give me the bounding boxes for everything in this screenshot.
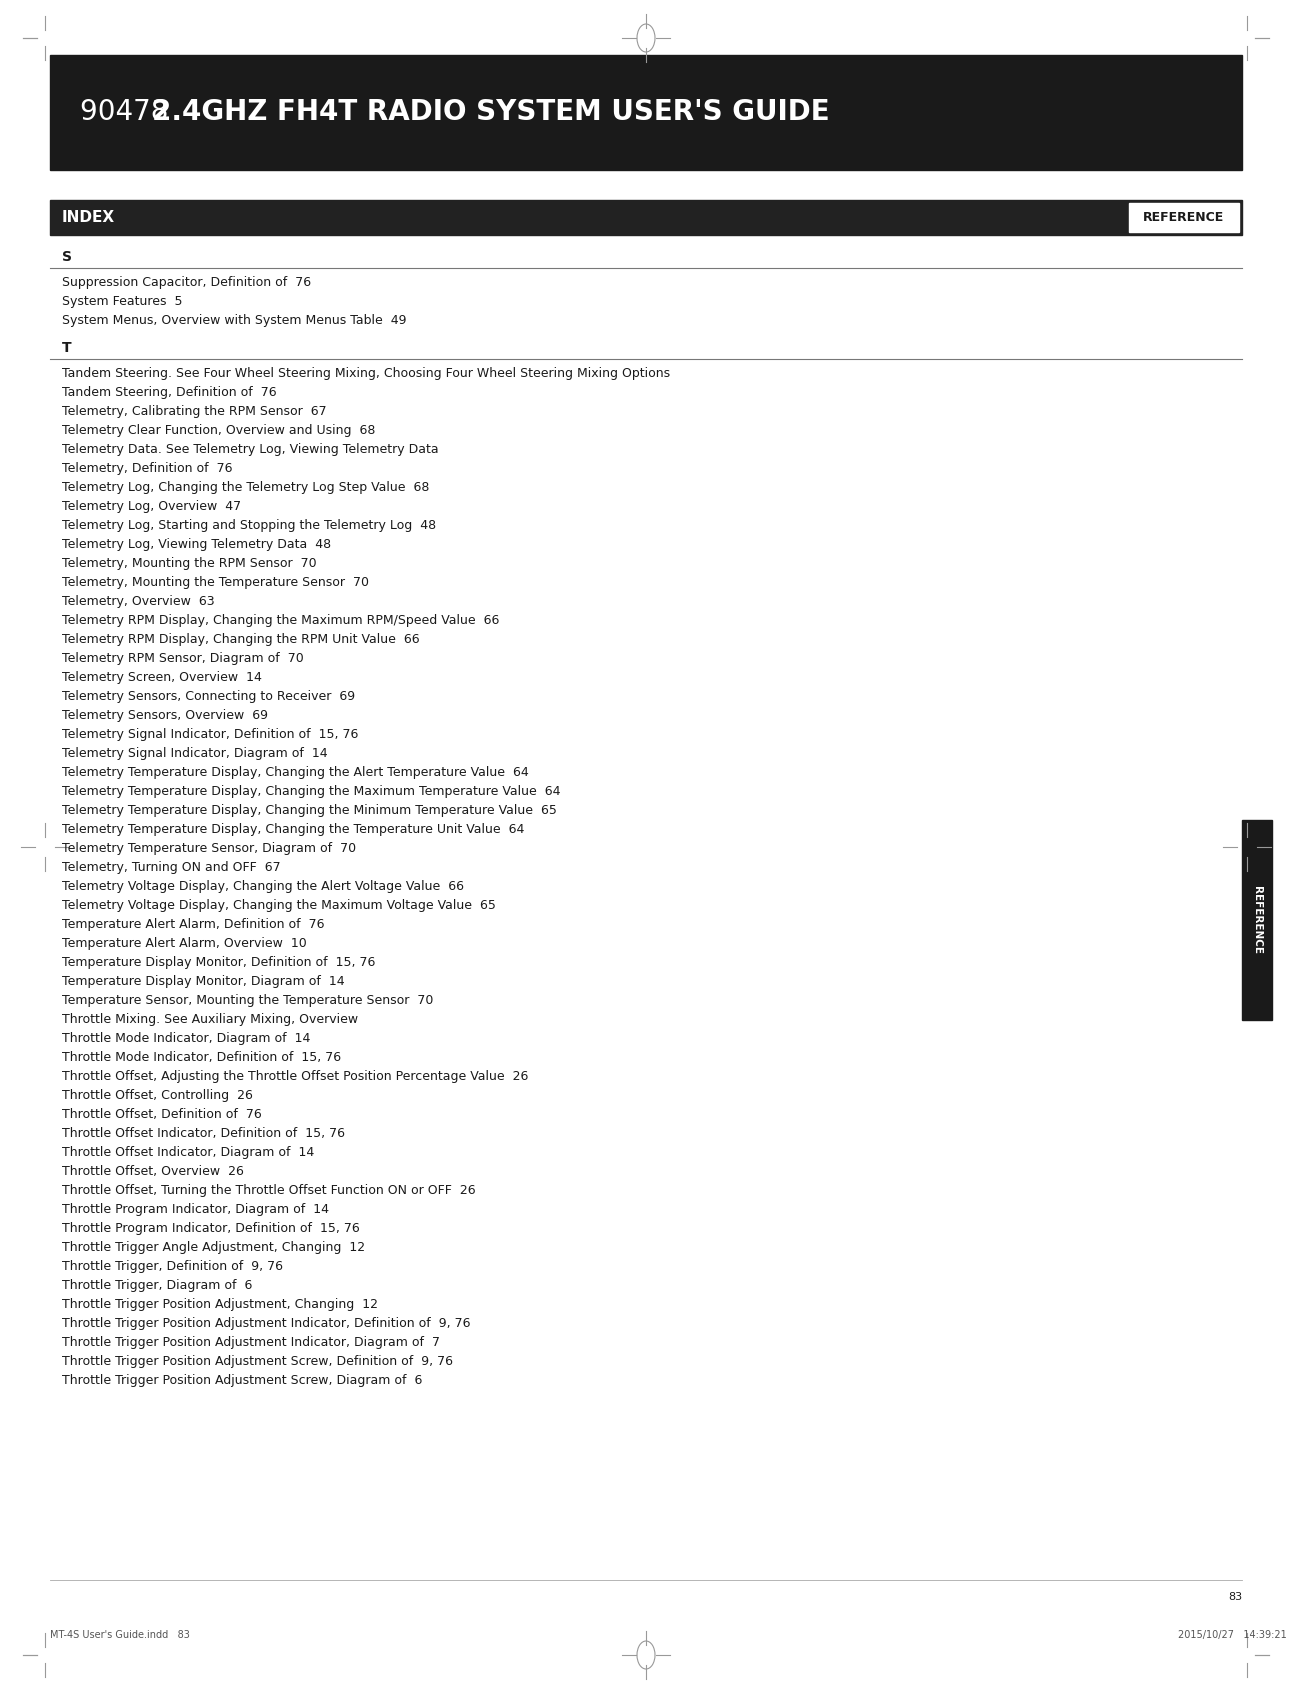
Text: MT-4S User's Guide.indd   83: MT-4S User's Guide.indd 83 (50, 1630, 190, 1641)
Text: Throttle Offset, Definition of  76: Throttle Offset, Definition of 76 (62, 1107, 262, 1121)
Text: Temperature Display Monitor, Diagram of  14: Temperature Display Monitor, Diagram of … (62, 975, 345, 989)
Text: Temperature Alert Alarm, Overview  10: Temperature Alert Alarm, Overview 10 (62, 936, 306, 950)
Text: Telemetry Clear Function, Overview and Using  68: Telemetry Clear Function, Overview and U… (62, 423, 376, 437)
Text: 90478: 90478 (80, 98, 177, 127)
Text: REFERENCE: REFERENCE (1143, 212, 1225, 223)
Text: Telemetry Temperature Display, Changing the Maximum Temperature Value  64: Telemetry Temperature Display, Changing … (62, 786, 561, 797)
Text: Telemetry Log, Viewing Telemetry Data  48: Telemetry Log, Viewing Telemetry Data 48 (62, 538, 331, 550)
Text: Throttle Offset, Controlling  26: Throttle Offset, Controlling 26 (62, 1089, 253, 1102)
Text: 2.4GHZ FH4T RADIO SYSTEM USER'S GUIDE: 2.4GHZ FH4T RADIO SYSTEM USER'S GUIDE (152, 98, 829, 127)
Text: Telemetry, Mounting the Temperature Sensor  70: Telemetry, Mounting the Temperature Sens… (62, 576, 370, 589)
Text: INDEX: INDEX (62, 210, 115, 225)
Text: Tandem Steering, Definition of  76: Tandem Steering, Definition of 76 (62, 386, 276, 400)
Text: Telemetry Screen, Overview  14: Telemetry Screen, Overview 14 (62, 670, 262, 684)
Text: Telemetry RPM Display, Changing the Maximum RPM/Speed Value  66: Telemetry RPM Display, Changing the Maxi… (62, 615, 500, 626)
Text: Telemetry RPM Sensor, Diagram of  70: Telemetry RPM Sensor, Diagram of 70 (62, 652, 304, 665)
Text: Throttle Trigger Position Adjustment Indicator, Definition of  9, 76: Throttle Trigger Position Adjustment Ind… (62, 1317, 470, 1331)
Text: Telemetry, Mounting the RPM Sensor  70: Telemetry, Mounting the RPM Sensor 70 (62, 557, 317, 571)
Text: Temperature Display Monitor, Definition of  15, 76: Temperature Display Monitor, Definition … (62, 957, 376, 968)
Text: Telemetry Temperature Display, Changing the Minimum Temperature Value  65: Telemetry Temperature Display, Changing … (62, 804, 557, 818)
Text: 2015/10/27   14:39:21: 2015/10/27 14:39:21 (1178, 1630, 1287, 1641)
Text: Throttle Offset, Overview  26: Throttle Offset, Overview 26 (62, 1165, 244, 1178)
Text: REFERENCE: REFERENCE (1252, 885, 1262, 953)
Text: System Features  5: System Features 5 (62, 295, 182, 308)
Text: Telemetry RPM Display, Changing the RPM Unit Value  66: Telemetry RPM Display, Changing the RPM … (62, 633, 420, 647)
Text: Temperature Sensor, Mounting the Temperature Sensor  70: Temperature Sensor, Mounting the Tempera… (62, 994, 433, 1007)
Text: Throttle Trigger Position Adjustment Screw, Definition of  9, 76: Throttle Trigger Position Adjustment Scr… (62, 1354, 453, 1368)
Text: System Menus, Overview with System Menus Table  49: System Menus, Overview with System Menus… (62, 313, 407, 327)
Text: Throttle Mode Indicator, Diagram of  14: Throttle Mode Indicator, Diagram of 14 (62, 1033, 310, 1045)
Text: Throttle Program Indicator, Definition of  15, 76: Throttle Program Indicator, Definition o… (62, 1222, 359, 1234)
Text: Throttle Offset Indicator, Definition of  15, 76: Throttle Offset Indicator, Definition of… (62, 1128, 345, 1139)
Text: Telemetry Temperature Sensor, Diagram of  70: Telemetry Temperature Sensor, Diagram of… (62, 841, 357, 855)
Text: Suppression Capacitor, Definition of  76: Suppression Capacitor, Definition of 76 (62, 276, 311, 290)
Text: Throttle Mode Indicator, Definition of  15, 76: Throttle Mode Indicator, Definition of 1… (62, 1051, 341, 1063)
Text: Telemetry, Turning ON and OFF  67: Telemetry, Turning ON and OFF 67 (62, 862, 280, 874)
Text: Throttle Offset, Adjusting the Throttle Offset Position Percentage Value  26: Throttle Offset, Adjusting the Throttle … (62, 1070, 528, 1084)
Text: Telemetry Temperature Display, Changing the Alert Temperature Value  64: Telemetry Temperature Display, Changing … (62, 765, 528, 779)
Text: Throttle Trigger Position Adjustment Indicator, Diagram of  7: Throttle Trigger Position Adjustment Ind… (62, 1336, 441, 1349)
Text: Tandem Steering. See Four Wheel Steering Mixing, Choosing Four Wheel Steering Mi: Tandem Steering. See Four Wheel Steering… (62, 367, 671, 379)
Text: Telemetry Voltage Display, Changing the Alert Voltage Value  66: Telemetry Voltage Display, Changing the … (62, 880, 464, 892)
Text: Throttle Offset Indicator, Diagram of  14: Throttle Offset Indicator, Diagram of 14 (62, 1146, 314, 1160)
Text: Telemetry, Overview  63: Telemetry, Overview 63 (62, 594, 214, 608)
Text: Telemetry Voltage Display, Changing the Maximum Voltage Value  65: Telemetry Voltage Display, Changing the … (62, 899, 496, 913)
Text: Temperature Alert Alarm, Definition of  76: Temperature Alert Alarm, Definition of 7… (62, 918, 324, 931)
Text: Throttle Trigger Position Adjustment, Changing  12: Throttle Trigger Position Adjustment, Ch… (62, 1299, 379, 1310)
Text: Telemetry Data. See Telemetry Log, Viewing Telemetry Data: Telemetry Data. See Telemetry Log, Viewi… (62, 444, 438, 455)
Text: Throttle Trigger, Definition of  9, 76: Throttle Trigger, Definition of 9, 76 (62, 1260, 283, 1273)
Text: Telemetry, Calibrating the RPM Sensor  67: Telemetry, Calibrating the RPM Sensor 67 (62, 405, 327, 418)
Text: Throttle Mixing. See Auxiliary Mixing, Overview: Throttle Mixing. See Auxiliary Mixing, O… (62, 1012, 358, 1026)
Text: Telemetry Signal Indicator, Definition of  15, 76: Telemetry Signal Indicator, Definition o… (62, 728, 358, 742)
Text: Telemetry, Definition of  76: Telemetry, Definition of 76 (62, 462, 233, 476)
Text: Telemetry Log, Starting and Stopping the Telemetry Log  48: Telemetry Log, Starting and Stopping the… (62, 520, 437, 532)
Text: T: T (62, 340, 71, 356)
Text: Throttle Trigger Angle Adjustment, Changing  12: Throttle Trigger Angle Adjustment, Chang… (62, 1241, 366, 1255)
Text: S: S (62, 251, 72, 264)
Bar (1129, 203, 1239, 232)
Text: Telemetry Sensors, Overview  69: Telemetry Sensors, Overview 69 (62, 709, 267, 721)
Text: Throttle Trigger, Diagram of  6: Throttle Trigger, Diagram of 6 (62, 1278, 252, 1292)
Text: Telemetry Log, Overview  47: Telemetry Log, Overview 47 (62, 499, 242, 513)
Text: 83: 83 (1227, 1591, 1242, 1602)
Text: Telemetry Sensors, Connecting to Receiver  69: Telemetry Sensors, Connecting to Receive… (62, 691, 355, 703)
Bar (50, 54, 1242, 169)
Text: Telemetry Temperature Display, Changing the Temperature Unit Value  64: Telemetry Temperature Display, Changing … (62, 823, 525, 836)
Text: Throttle Trigger Position Adjustment Screw, Diagram of  6: Throttle Trigger Position Adjustment Scr… (62, 1375, 422, 1387)
Bar (50, 200, 1242, 235)
Text: Throttle Program Indicator, Diagram of  14: Throttle Program Indicator, Diagram of 1… (62, 1204, 329, 1216)
Text: Throttle Offset, Turning the Throttle Offset Function ON or OFF  26: Throttle Offset, Turning the Throttle Of… (62, 1183, 475, 1197)
Bar (1242, 819, 1273, 1019)
Text: Telemetry Log, Changing the Telemetry Log Step Value  68: Telemetry Log, Changing the Telemetry Lo… (62, 481, 429, 494)
Text: Telemetry Signal Indicator, Diagram of  14: Telemetry Signal Indicator, Diagram of 1… (62, 747, 328, 760)
